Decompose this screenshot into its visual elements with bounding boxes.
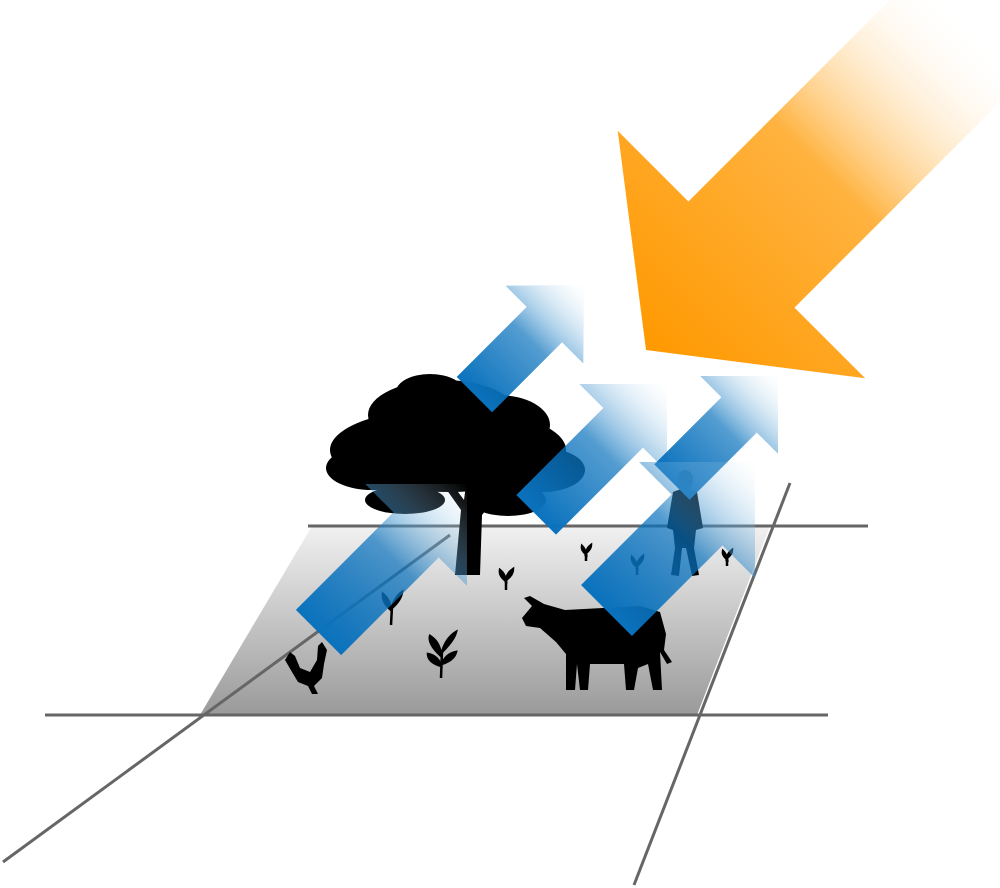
emission-arrow-icon — [581, 462, 755, 636]
sun-radiation-arrow-icon — [617, 0, 1000, 379]
sprout-icon — [580, 542, 593, 561]
emission-arrows — [295, 285, 778, 656]
emission-arrow-icon — [456, 285, 584, 413]
sprout-icon — [426, 629, 458, 679]
emission-arrow-icon — [516, 384, 667, 535]
rooster-icon — [285, 642, 327, 694]
sprout-icon — [498, 566, 515, 590]
emission-arrow-icon — [295, 484, 467, 656]
grid-line-right — [632, 482, 792, 886]
